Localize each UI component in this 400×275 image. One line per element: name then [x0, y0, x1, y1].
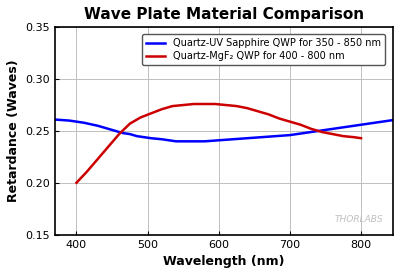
Quartz-MgF₂ QWP for 400 - 800 nm: [192, 102, 196, 106]
Quartz-MgF₂ QWP for 400 - 800 nm: [74, 181, 79, 185]
Y-axis label: Retardance (Waves): Retardance (Waves): [7, 60, 20, 202]
Quartz-UV Sapphire QWP for 350 - 850 nm: [160, 138, 164, 141]
Quartz-MgF₂ QWP for 400 - 800 nm: [138, 116, 143, 119]
Quartz-UV Sapphire QWP for 350 - 850 nm: [134, 134, 139, 138]
Quartz-UV Sapphire QWP for 350 - 850 nm: [53, 118, 58, 121]
Quartz-MgF₂ QWP for 400 - 800 nm: [341, 134, 346, 138]
Quartz-UV Sapphire QWP for 350 - 850 nm: [128, 133, 132, 136]
Quartz-UV Sapphire QWP for 350 - 850 nm: [202, 140, 207, 143]
Line: Quartz-UV Sapphire QWP for 350 - 850 nm: Quartz-UV Sapphire QWP for 350 - 850 nm: [41, 117, 397, 141]
Quartz-UV Sapphire QWP for 350 - 850 nm: [120, 131, 125, 135]
Quartz-UV Sapphire QWP for 350 - 850 nm: [259, 136, 264, 139]
Quartz-MgF₂ QWP for 400 - 800 nm: [106, 145, 111, 148]
Quartz-UV Sapphire QWP for 350 - 850 nm: [95, 124, 100, 127]
Quartz-MgF₂ QWP for 400 - 800 nm: [224, 103, 228, 107]
Quartz-UV Sapphire QWP for 350 - 850 nm: [316, 129, 321, 133]
Quartz-MgF₂ QWP for 400 - 800 nm: [202, 102, 207, 106]
Line: Quartz-MgF₂ QWP for 400 - 800 nm: Quartz-MgF₂ QWP for 400 - 800 nm: [76, 104, 361, 183]
Quartz-MgF₂ QWP for 400 - 800 nm: [234, 104, 239, 108]
Quartz-UV Sapphire QWP for 350 - 850 nm: [330, 127, 335, 131]
Quartz-UV Sapphire QWP for 350 - 850 nm: [149, 137, 154, 140]
Quartz-UV Sapphire QWP for 350 - 850 nm: [359, 123, 364, 126]
Quartz-UV Sapphire QWP for 350 - 850 nm: [302, 131, 306, 135]
Quartz-MgF₂ QWP for 400 - 800 nm: [298, 123, 303, 126]
Quartz-MgF₂ QWP for 400 - 800 nm: [359, 137, 364, 140]
Quartz-UV Sapphire QWP for 350 - 850 nm: [394, 118, 399, 121]
Legend: Quartz-UV Sapphire QWP for 350 - 850 nm, Quartz-MgF₂ QWP for 400 - 800 nm: Quartz-UV Sapphire QWP for 350 - 850 nm,…: [142, 34, 385, 65]
Quartz-MgF₂ QWP for 400 - 800 nm: [181, 103, 186, 107]
Quartz-MgF₂ QWP for 400 - 800 nm: [320, 130, 324, 134]
Quartz-UV Sapphire QWP for 350 - 850 nm: [373, 121, 378, 124]
Quartz-UV Sapphire QWP for 350 - 850 nm: [387, 119, 392, 122]
Quartz-MgF₂ QWP for 400 - 800 nm: [170, 104, 175, 108]
Quartz-MgF₂ QWP for 400 - 800 nm: [288, 120, 292, 123]
Text: THORLABS: THORLABS: [334, 215, 383, 224]
Quartz-MgF₂ QWP for 400 - 800 nm: [128, 122, 132, 125]
Quartz-MgF₂ QWP for 400 - 800 nm: [160, 108, 164, 111]
Quartz-MgF₂ QWP for 400 - 800 nm: [213, 102, 218, 106]
Quartz-UV Sapphire QWP for 350 - 850 nm: [344, 125, 349, 128]
Quartz-UV Sapphire QWP for 350 - 850 nm: [288, 133, 292, 137]
Quartz-UV Sapphire QWP for 350 - 850 nm: [216, 139, 221, 142]
Quartz-MgF₂ QWP for 400 - 800 nm: [277, 117, 282, 120]
Quartz-MgF₂ QWP for 400 - 800 nm: [309, 127, 314, 131]
Quartz-MgF₂ QWP for 400 - 800 nm: [95, 157, 100, 161]
Quartz-UV Sapphire QWP for 350 - 850 nm: [67, 119, 72, 122]
Quartz-UV Sapphire QWP for 350 - 850 nm: [273, 134, 278, 138]
Title: Wave Plate Material Comparison: Wave Plate Material Comparison: [84, 7, 364, 22]
Quartz-UV Sapphire QWP for 350 - 850 nm: [38, 116, 43, 119]
Quartz-UV Sapphire QWP for 350 - 850 nm: [81, 121, 86, 124]
Quartz-UV Sapphire QWP for 350 - 850 nm: [174, 140, 178, 143]
Quartz-MgF₂ QWP for 400 - 800 nm: [256, 110, 260, 113]
Quartz-MgF₂ QWP for 400 - 800 nm: [266, 113, 271, 116]
Quartz-UV Sapphire QWP for 350 - 850 nm: [188, 140, 193, 143]
Quartz-UV Sapphire QWP for 350 - 850 nm: [230, 138, 235, 141]
Quartz-MgF₂ QWP for 400 - 800 nm: [149, 112, 154, 115]
Quartz-MgF₂ QWP for 400 - 800 nm: [85, 170, 90, 173]
Quartz-UV Sapphire QWP for 350 - 850 nm: [142, 136, 146, 139]
Quartz-MgF₂ QWP for 400 - 800 nm: [117, 133, 122, 136]
Quartz-MgF₂ QWP for 400 - 800 nm: [330, 133, 335, 136]
Quartz-UV Sapphire QWP for 350 - 850 nm: [110, 128, 114, 131]
Quartz-MgF₂ QWP for 400 - 800 nm: [245, 106, 250, 110]
Quartz-MgF₂ QWP for 400 - 800 nm: [352, 136, 356, 139]
X-axis label: Wavelength (nm): Wavelength (nm): [163, 255, 285, 268]
Quartz-UV Sapphire QWP for 350 - 850 nm: [245, 137, 250, 140]
